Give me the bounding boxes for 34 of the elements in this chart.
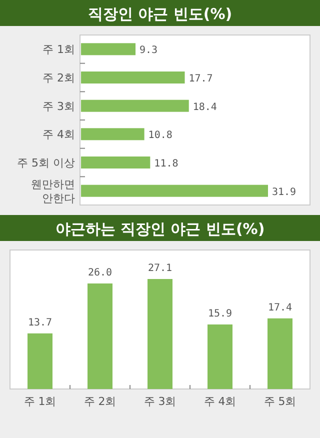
chart-title: 직장인 야근 빈도(%) [88, 5, 232, 23]
data-label: 13.7 [28, 317, 52, 328]
bar [81, 184, 268, 197]
bar [81, 43, 136, 56]
y-tick-label: 주 2회 [42, 72, 75, 84]
data-label: 31.9 [272, 186, 296, 198]
bar [148, 279, 172, 389]
data-label: 10.8 [148, 130, 172, 142]
bar [208, 324, 232, 389]
x-tick-label: 주 2회 [84, 395, 116, 408]
x-tick-label: 주 5회 [264, 395, 296, 408]
data-label: 15.9 [208, 308, 232, 320]
y-tick-label: 웬만하면 안한다 [31, 178, 75, 205]
data-label: 17.7 [188, 74, 213, 84]
y-tick-label: 주 1회 [42, 43, 75, 56]
y-tick-label: 주 3회 [42, 100, 75, 113]
y-tick-label: 주 5회 이상 [17, 156, 75, 170]
data-label: 26.0 [88, 267, 112, 278]
x-tick-label: 주 4회 [204, 395, 236, 408]
bar [81, 156, 150, 168]
x-tick-label: 주 3회 [144, 395, 176, 408]
chart-title: 야근하는 직장인 야근 빈도(%) [55, 220, 265, 238]
bar [81, 128, 144, 140]
bar [88, 283, 112, 389]
data-label: 9.3 [140, 45, 158, 56]
bar [81, 100, 189, 112]
y-tick-label: 주 4회 [42, 128, 75, 142]
bar [268, 318, 292, 389]
bar [28, 333, 52, 389]
data-label: 11.8 [154, 158, 178, 170]
data-label: 18.4 [192, 102, 217, 113]
bar [81, 72, 185, 84]
data-label: 17.4 [268, 302, 292, 314]
data-label: 27.1 [148, 263, 172, 274]
